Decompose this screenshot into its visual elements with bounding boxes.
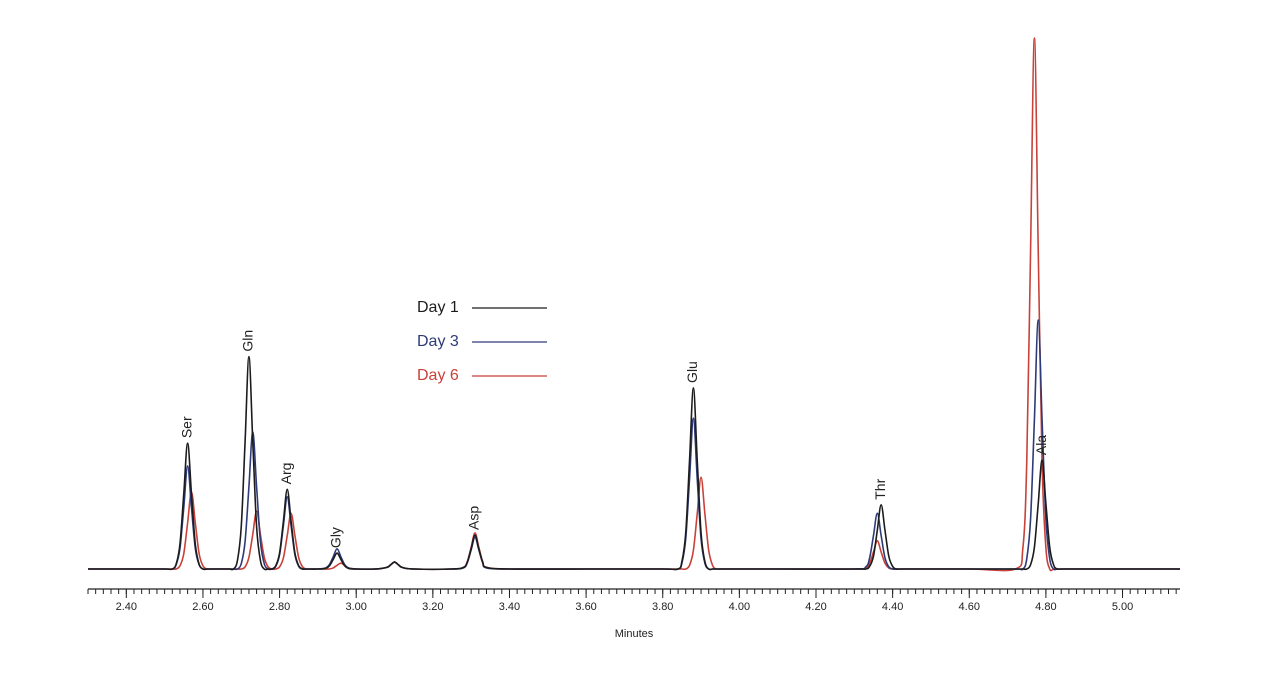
x-axis-label: Minutes	[615, 628, 654, 640]
series-line	[88, 37, 1180, 572]
series-line	[88, 319, 1180, 571]
legend-label: Day 1	[417, 299, 459, 316]
x-tick-label: 2.80	[269, 601, 290, 613]
peak-label: Gln	[240, 330, 256, 352]
peak-label: Arg	[278, 463, 294, 485]
legend-label: Day 3	[417, 333, 459, 350]
legend-label: Day 6	[417, 367, 459, 384]
x-tick-label: 3.60	[575, 601, 596, 613]
x-tick-label: 3.20	[422, 601, 443, 613]
series-line	[88, 355, 1180, 571]
peak-label: Gly	[328, 527, 344, 548]
x-tick-label: 4.40	[882, 601, 903, 613]
x-tick-label: 3.80	[652, 601, 673, 613]
x-tick-label: 4.00	[729, 601, 750, 613]
peak-label: Asp	[466, 506, 482, 530]
x-tick-label: 2.40	[116, 601, 137, 613]
peak-label: Glu	[684, 361, 700, 383]
peak-label: Ser	[178, 416, 194, 438]
x-tick-label: 4.60	[959, 601, 980, 613]
x-tick-label: 3.40	[499, 601, 520, 613]
peak-label: Thr	[872, 478, 888, 499]
x-tick-label: 2.60	[192, 601, 213, 613]
x-tick-label: 4.20	[805, 601, 826, 613]
x-tick-label: 5.00	[1112, 601, 1133, 613]
peak-label: Ala	[1033, 435, 1049, 455]
x-tick-label: 3.00	[345, 601, 366, 613]
x-tick-label: 4.80	[1035, 601, 1056, 613]
